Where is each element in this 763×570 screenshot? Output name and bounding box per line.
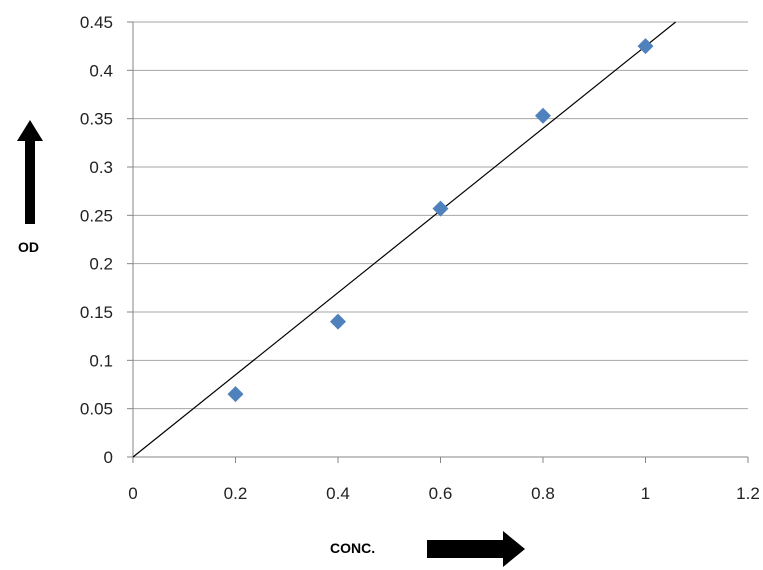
trendline-group <box>133 22 676 457</box>
y-tick-label: 0.15 <box>80 303 113 322</box>
y-tick-label: 0.3 <box>89 158 113 177</box>
trendline <box>133 22 676 457</box>
y-tick-label: 0.35 <box>80 110 113 129</box>
y-tick-label: 0.05 <box>80 400 113 419</box>
data-points <box>228 38 654 402</box>
x-tick-label: 1.2 <box>736 484 760 503</box>
data-point <box>433 201 449 217</box>
x-axis-title: CONC. <box>330 540 375 556</box>
y-tick-label: 0 <box>104 448 113 467</box>
data-point <box>330 314 346 330</box>
x-tick-label: 0 <box>128 484 137 503</box>
y-tick-label: 0.25 <box>80 206 113 225</box>
data-point <box>638 38 654 54</box>
x-axis-arrow-icon <box>427 531 525 567</box>
x-tick-label: 0.6 <box>429 484 453 503</box>
x-tick-label: 1 <box>641 484 650 503</box>
data-point <box>535 108 551 124</box>
axes <box>127 22 748 463</box>
y-tick-label: 0.45 <box>80 13 113 32</box>
y-tick-labels: 0 0.05 0.1 0.15 0.2 0.25 0.3 0.35 0.4 0.45 <box>80 13 113 467</box>
x-tick-label: 0.4 <box>326 484 350 503</box>
y-tick-label: 0.4 <box>89 61 113 80</box>
data-point <box>228 386 244 402</box>
x-tick-labels: 0 0.2 0.4 0.6 0.8 1 1.2 <box>128 484 760 503</box>
y-tick-label: 0.2 <box>89 255 113 274</box>
y-tick-label: 0.1 <box>89 351 113 370</box>
y-axis-title: OD <box>18 239 39 255</box>
y-axis-arrow-icon <box>17 120 43 224</box>
x-tick-label: 0.2 <box>224 484 248 503</box>
x-tick-label: 0.8 <box>531 484 555 503</box>
